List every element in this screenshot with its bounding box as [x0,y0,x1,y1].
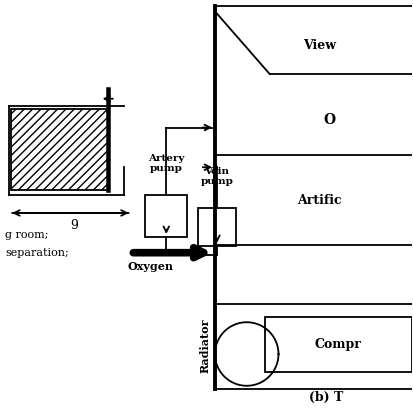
Text: separation;: separation; [5,248,69,258]
Bar [265,317,412,372]
Bar [198,208,236,246]
Text: Oxygen: Oxygen [128,261,173,272]
Bar [11,109,108,190]
Bar [145,195,187,237]
Text: Artific: Artific [297,194,342,206]
Text: O: O [323,113,335,127]
Text: g room;: g room; [5,230,49,240]
Text: View: View [303,38,336,52]
Text: (b) T: (b) T [309,391,344,404]
Text: 9: 9 [70,219,78,232]
Text: Artery
pump: Artery pump [148,154,185,173]
Text: Vein
pump: Vein pump [200,167,233,186]
Text: Radiator: Radiator [199,319,211,373]
Text: Compr: Compr [315,337,361,351]
